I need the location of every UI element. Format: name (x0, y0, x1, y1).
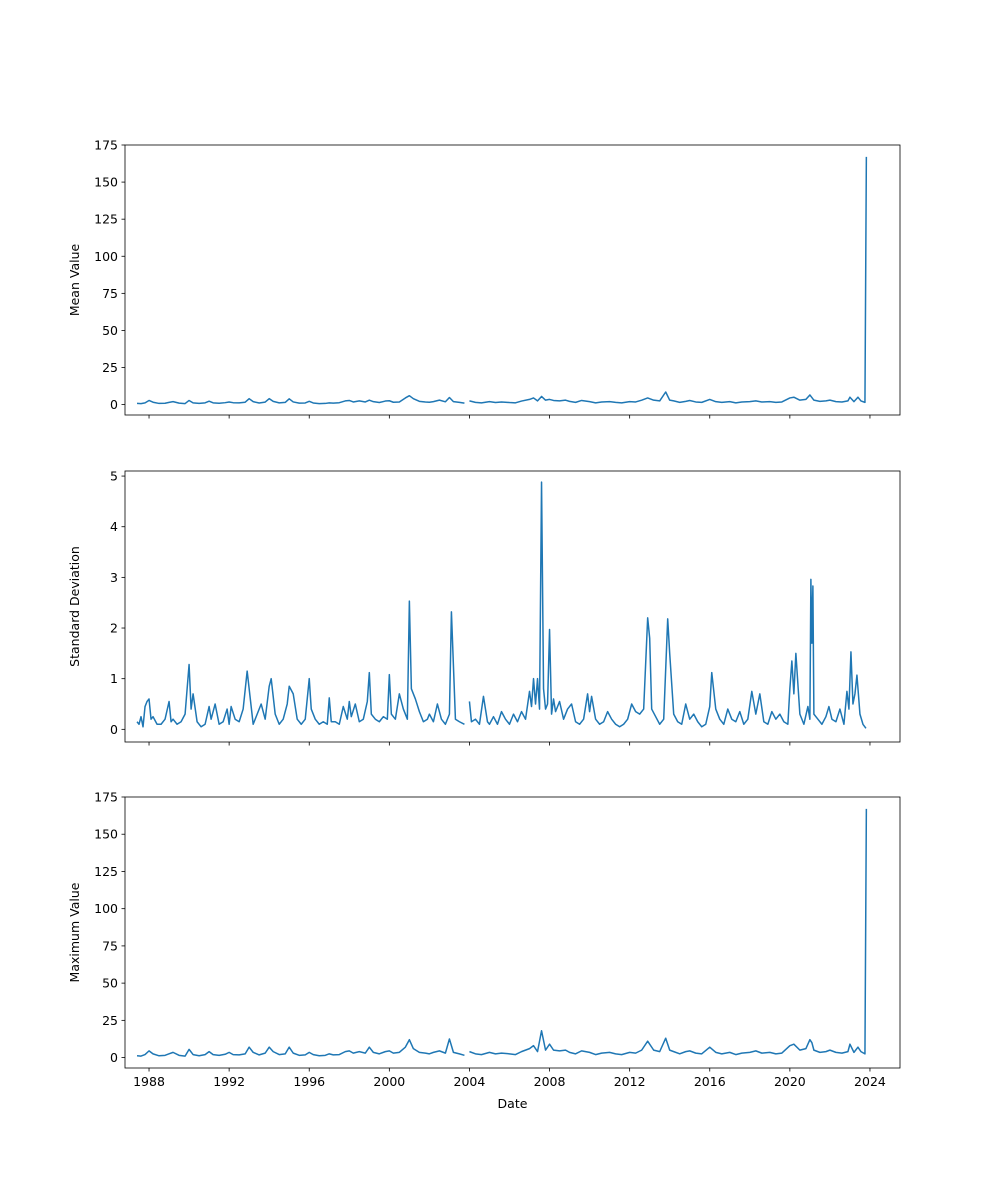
y-tick-label: 125 (94, 864, 118, 879)
x-tick-label: 2024 (854, 1074, 886, 1089)
y-tick-label: 50 (102, 323, 118, 338)
y-tick-label: 4 (110, 519, 118, 534)
y-tick-label: 175 (94, 790, 118, 805)
y-tick-label: 150 (94, 175, 118, 190)
series-line-2 (469, 808, 868, 1056)
x-tick-label: 2000 (373, 1074, 405, 1089)
axes-frame (124, 144, 901, 416)
x-tick-label: 2008 (534, 1074, 566, 1089)
y-tick-label: 100 (94, 901, 118, 916)
y-axis-label: Maximum Value (67, 882, 82, 982)
y-tick-label: 75 (102, 286, 118, 301)
y-tick-label: 0 (110, 397, 118, 412)
y-tick-label: 125 (94, 212, 118, 227)
x-axis-label: Date (498, 1096, 528, 1111)
y-axis-label: Mean Value (67, 244, 82, 317)
axes-frame (124, 796, 901, 1069)
x-tick-label: 1992 (213, 1074, 245, 1089)
y-tick-label: 150 (94, 827, 118, 842)
x-tick-label: 2016 (694, 1074, 726, 1089)
y-tick-label: 0 (110, 1050, 118, 1065)
y-tick-label: 0 (110, 722, 118, 737)
y-tick-label: 1 (110, 671, 118, 686)
series-line-2 (469, 156, 868, 404)
x-tick-label: 1988 (133, 1074, 165, 1089)
subplot-2: 0 1 2 3 4 5 Standard Deviation (67, 469, 901, 746)
y-axis-label: Standard Deviation (67, 546, 82, 667)
y-tick-label: 175 (94, 138, 118, 153)
x-tick-label: 2004 (454, 1074, 486, 1089)
subplot-3: 0 25 50 75 100 125 150 175 1988 1992 1996 2000 2004 2… (67, 790, 901, 1111)
y-tick-label: 50 (102, 976, 118, 991)
subplot-1: 0 25 50 75 100 125 150 175 Mean Value (67, 138, 901, 419)
series-line-2 (468, 481, 867, 729)
x-tick-label: 2012 (614, 1074, 646, 1089)
y-tick-label: 2 (110, 621, 118, 636)
y-tick-label: 5 (110, 469, 118, 484)
y-tick-label: 25 (102, 360, 118, 375)
y-tick-label: 100 (94, 249, 118, 264)
x-tick-label: 1996 (293, 1074, 325, 1089)
series-line-1 (136, 600, 465, 728)
series-line-1 (136, 1038, 465, 1057)
y-tick-label: 25 (102, 1013, 118, 1028)
x-tick-label: 2020 (774, 1074, 806, 1089)
y-tick-label: 75 (102, 938, 118, 953)
y-tick-label: 3 (110, 570, 118, 585)
axes-frame (124, 470, 901, 743)
series-line-1 (136, 394, 465, 405)
